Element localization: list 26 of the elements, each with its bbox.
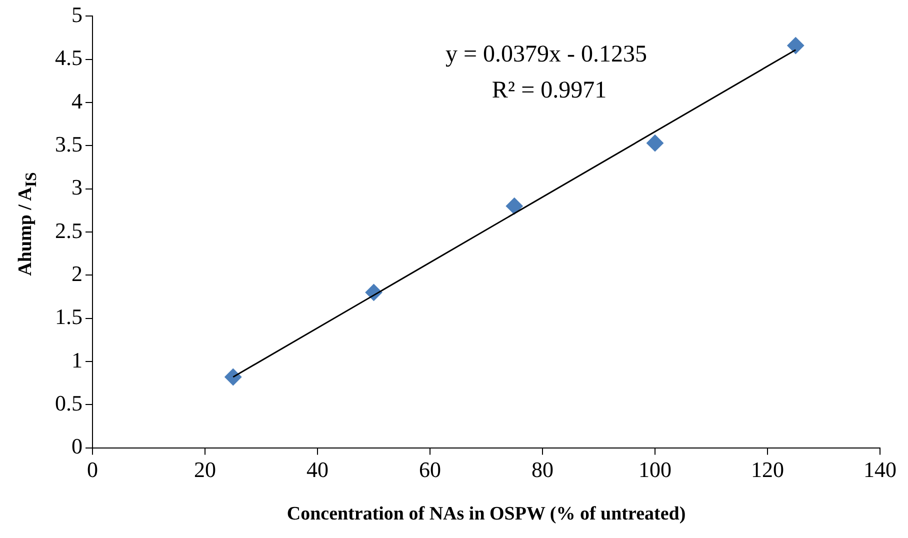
x-tick-label: 140 xyxy=(864,456,896,482)
y-tick-label: 4.5 xyxy=(55,45,82,70)
x-tick-label: 100 xyxy=(638,456,672,482)
y-tick-label: 3 xyxy=(72,174,82,200)
y-tick-label: 0 xyxy=(72,434,82,459)
x-tick-label: 0 xyxy=(87,456,98,482)
x-tick-label: 80 xyxy=(532,456,554,482)
y-tick-label: 1.5 xyxy=(55,304,82,330)
x-axis-title: Concentration of NAs in OSPW (% of untreated) xyxy=(286,504,686,525)
y-tick-label: 2.5 xyxy=(55,218,82,243)
y-tick-label: 4 xyxy=(72,88,82,114)
x-tick-label: 120 xyxy=(751,456,784,482)
point xyxy=(646,134,664,152)
annotation: y = 0.0379x - 0.1235 xyxy=(445,41,648,68)
point xyxy=(787,37,804,54)
y-tick-label: 2 xyxy=(72,260,82,286)
x-tick-label: 60 xyxy=(419,456,441,482)
point xyxy=(224,368,242,386)
y-tick-label: 0.5 xyxy=(55,390,82,416)
y-tick-label: 1 xyxy=(72,347,82,372)
x-tick-label: 20 xyxy=(194,456,216,482)
x-tick-label: 40 xyxy=(306,456,328,482)
y-tick-label: 3.5 xyxy=(55,131,82,156)
point xyxy=(506,198,523,215)
annotation: R² = 0.9971 xyxy=(492,77,607,104)
y-tick-label: 5 xyxy=(72,2,82,27)
